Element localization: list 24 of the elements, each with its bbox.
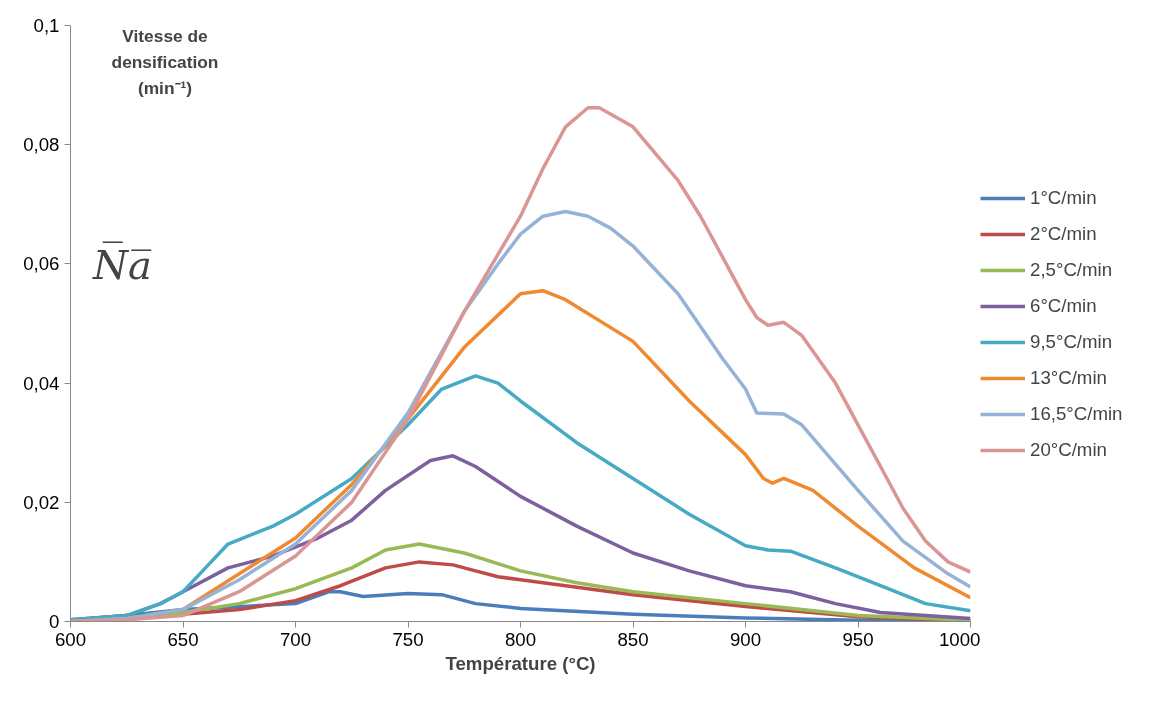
x-tick-label: 950 bbox=[842, 628, 874, 650]
y-tick-label: 0,08 bbox=[23, 134, 60, 156]
x-tick-label: 650 bbox=[167, 628, 199, 650]
legend-label: 13°C/min bbox=[1030, 367, 1107, 389]
x-tick-label: 750 bbox=[392, 628, 424, 650]
x-tick-label: 1000 bbox=[939, 628, 981, 650]
x-axis-title: Température (°C) bbox=[445, 652, 596, 674]
y-tick-label: 0,1 bbox=[33, 15, 60, 36]
legend-label: 1°C/min bbox=[1030, 187, 1097, 209]
legend-label: 20°C/min bbox=[1030, 439, 1107, 461]
legend-label: 16,5°C/min bbox=[1030, 403, 1123, 425]
y-tick-label: 0,06 bbox=[23, 253, 60, 275]
annotation: N̅a̅ bbox=[92, 241, 152, 288]
x-tick-label: 900 bbox=[729, 628, 762, 650]
legend-label: 9,5°C/min bbox=[1030, 331, 1113, 353]
y-axis-title: Vitesse de densification (min⁻¹) bbox=[111, 25, 219, 98]
legend-label: 6°C/min bbox=[1030, 295, 1097, 317]
legend-label: 2,5°C/min bbox=[1030, 259, 1113, 281]
y-tick-label: 0,02 bbox=[23, 491, 60, 513]
x-tick-label: 800 bbox=[504, 628, 537, 650]
y-tick-label: 0,04 bbox=[23, 372, 60, 394]
legend-label: 2°C/min bbox=[1030, 223, 1097, 245]
x-tick-label: 700 bbox=[279, 628, 312, 650]
x-tick-label: 850 bbox=[617, 628, 649, 650]
